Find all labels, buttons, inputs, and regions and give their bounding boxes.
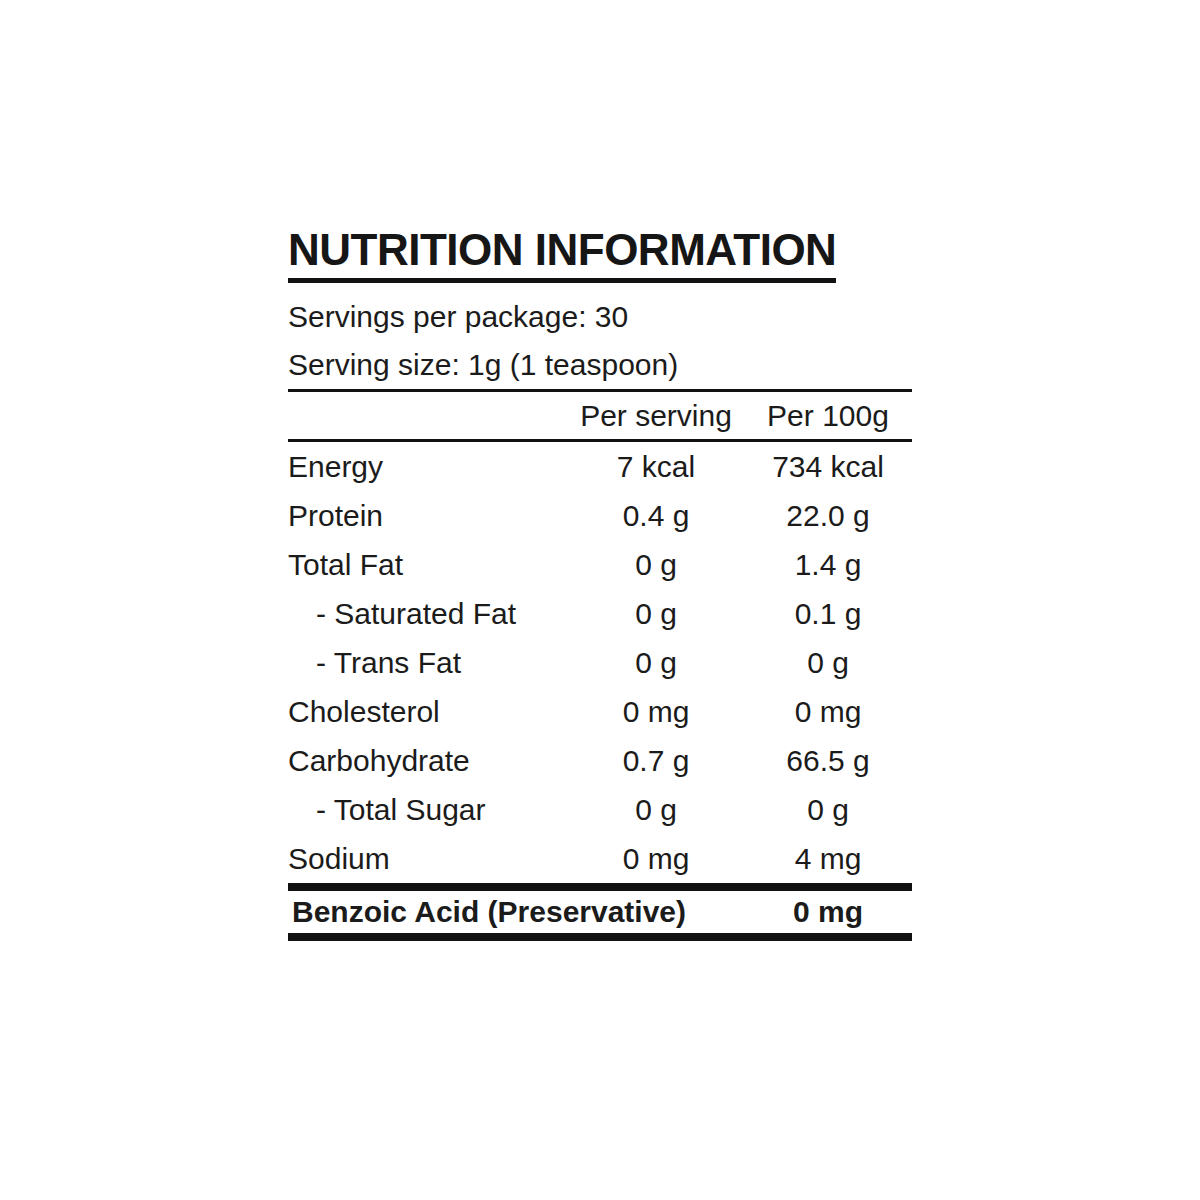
nutrition-label: NUTRITION INFORMATION Servings per packa… <box>288 228 912 941</box>
header-empty-cell <box>288 391 568 441</box>
table-row-benzoic-acid: Benzoic Acid (Preservative) 0 mg <box>288 887 912 937</box>
nutrient-label: - Total Sugar <box>288 785 568 834</box>
nutrient-label: Carbohydrate <box>288 736 568 785</box>
per-100g-value: 0 g <box>744 785 912 834</box>
table-row-energy: Energy 7 kcal 734 kcal <box>288 441 912 492</box>
per-serving-value: 0 g <box>568 638 744 687</box>
nutrient-label: Cholesterol <box>288 687 568 736</box>
per-serving-value: 0 g <box>568 785 744 834</box>
header-per-100g: Per 100g <box>744 391 912 441</box>
table-row-total-sugar: - Total Sugar 0 g 0 g <box>288 785 912 834</box>
per-100g-value: 0 mg <box>744 687 912 736</box>
page-title: NUTRITION INFORMATION <box>288 228 836 283</box>
servings-per-package: Servings per package: 30 <box>288 293 912 341</box>
table-row-sodium: Sodium 0 mg 4 mg <box>288 834 912 887</box>
per-serving-value: 0 g <box>568 540 744 589</box>
per-100g-value: 734 kcal <box>744 441 912 492</box>
nutrition-label-page: NUTRITION INFORMATION Servings per packa… <box>0 0 1200 1200</box>
table-row-carbohydrate: Carbohydrate 0.7 g 66.5 g <box>288 736 912 785</box>
per-serving-value: 7 kcal <box>568 441 744 492</box>
per-serving-value: 0 g <box>568 589 744 638</box>
per-serving-value: 0 mg <box>568 834 744 887</box>
serving-size: Serving size: 1g (1 teaspoon) <box>288 341 912 389</box>
per-100g-value: 0 g <box>744 638 912 687</box>
preservative-label: Benzoic Acid (Preservative) <box>288 887 744 937</box>
table-row-total-fat: Total Fat 0 g 1.4 g <box>288 540 912 589</box>
table-row-protein: Protein 0.4 g 22.0 g <box>288 491 912 540</box>
table-row-trans-fat: - Trans Fat 0 g 0 g <box>288 638 912 687</box>
preservative-value: 0 mg <box>744 887 912 937</box>
per-serving-value: 0 mg <box>568 687 744 736</box>
nutrient-label: - Saturated Fat <box>288 589 568 638</box>
per-100g-value: 4 mg <box>744 834 912 887</box>
nutrient-label: Total Fat <box>288 540 568 589</box>
per-100g-value: 66.5 g <box>744 736 912 785</box>
nutrient-label: Protein <box>288 491 568 540</box>
header-per-serving: Per serving <box>568 391 744 441</box>
nutrition-table: Per serving Per 100g Energy 7 kcal 734 k… <box>288 389 912 941</box>
per-100g-value: 22.0 g <box>744 491 912 540</box>
per-serving-value: 0.4 g <box>568 491 744 540</box>
table-row-saturated-fat: - Saturated Fat 0 g 0.1 g <box>288 589 912 638</box>
nutrient-label: Sodium <box>288 834 568 887</box>
per-100g-value: 0.1 g <box>744 589 912 638</box>
table-header-row: Per serving Per 100g <box>288 391 912 441</box>
per-100g-value: 1.4 g <box>744 540 912 589</box>
nutrient-label: Energy <box>288 441 568 492</box>
nutrient-label: - Trans Fat <box>288 638 568 687</box>
per-serving-value: 0.7 g <box>568 736 744 785</box>
table-row-cholesterol: Cholesterol 0 mg 0 mg <box>288 687 912 736</box>
